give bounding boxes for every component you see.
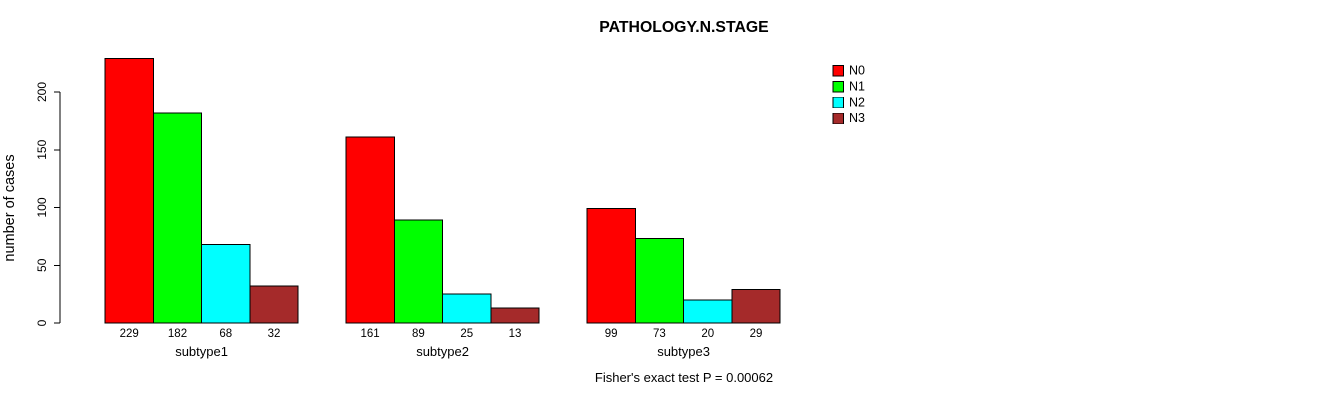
svg-text:89: 89	[412, 328, 425, 340]
svg-text:PATHOLOGY.N.STAGE: PATHOLOGY.N.STAGE	[599, 19, 768, 36]
svg-text:29: 29	[750, 328, 763, 340]
svg-text:32: 32	[268, 328, 281, 340]
svg-text:subtype3: subtype3	[657, 344, 710, 359]
svg-text:200: 200	[35, 82, 49, 102]
svg-text:N2: N2	[849, 95, 865, 109]
svg-text:100: 100	[35, 197, 49, 217]
svg-text:20: 20	[701, 328, 714, 340]
svg-text:161: 161	[361, 328, 380, 340]
svg-text:Fisher's exact test P = 0.0006: Fisher's exact test P = 0.00062	[595, 370, 773, 385]
svg-text:N3: N3	[849, 111, 865, 125]
svg-text:N0: N0	[849, 64, 865, 78]
svg-text:150: 150	[35, 139, 49, 159]
svg-text:25: 25	[460, 328, 473, 340]
svg-text:number of cases: number of cases	[2, 154, 18, 261]
svg-text:73: 73	[653, 328, 666, 340]
svg-text:0: 0	[35, 319, 49, 326]
svg-text:N1: N1	[849, 79, 865, 93]
svg-text:182: 182	[168, 328, 187, 340]
svg-text:13: 13	[509, 328, 522, 340]
svg-text:99: 99	[605, 328, 618, 340]
svg-text:subtype1: subtype1	[175, 344, 228, 359]
svg-text:subtype2: subtype2	[416, 344, 469, 359]
svg-text:68: 68	[219, 328, 232, 340]
svg-text:50: 50	[35, 258, 49, 272]
svg-text:229: 229	[120, 328, 139, 340]
